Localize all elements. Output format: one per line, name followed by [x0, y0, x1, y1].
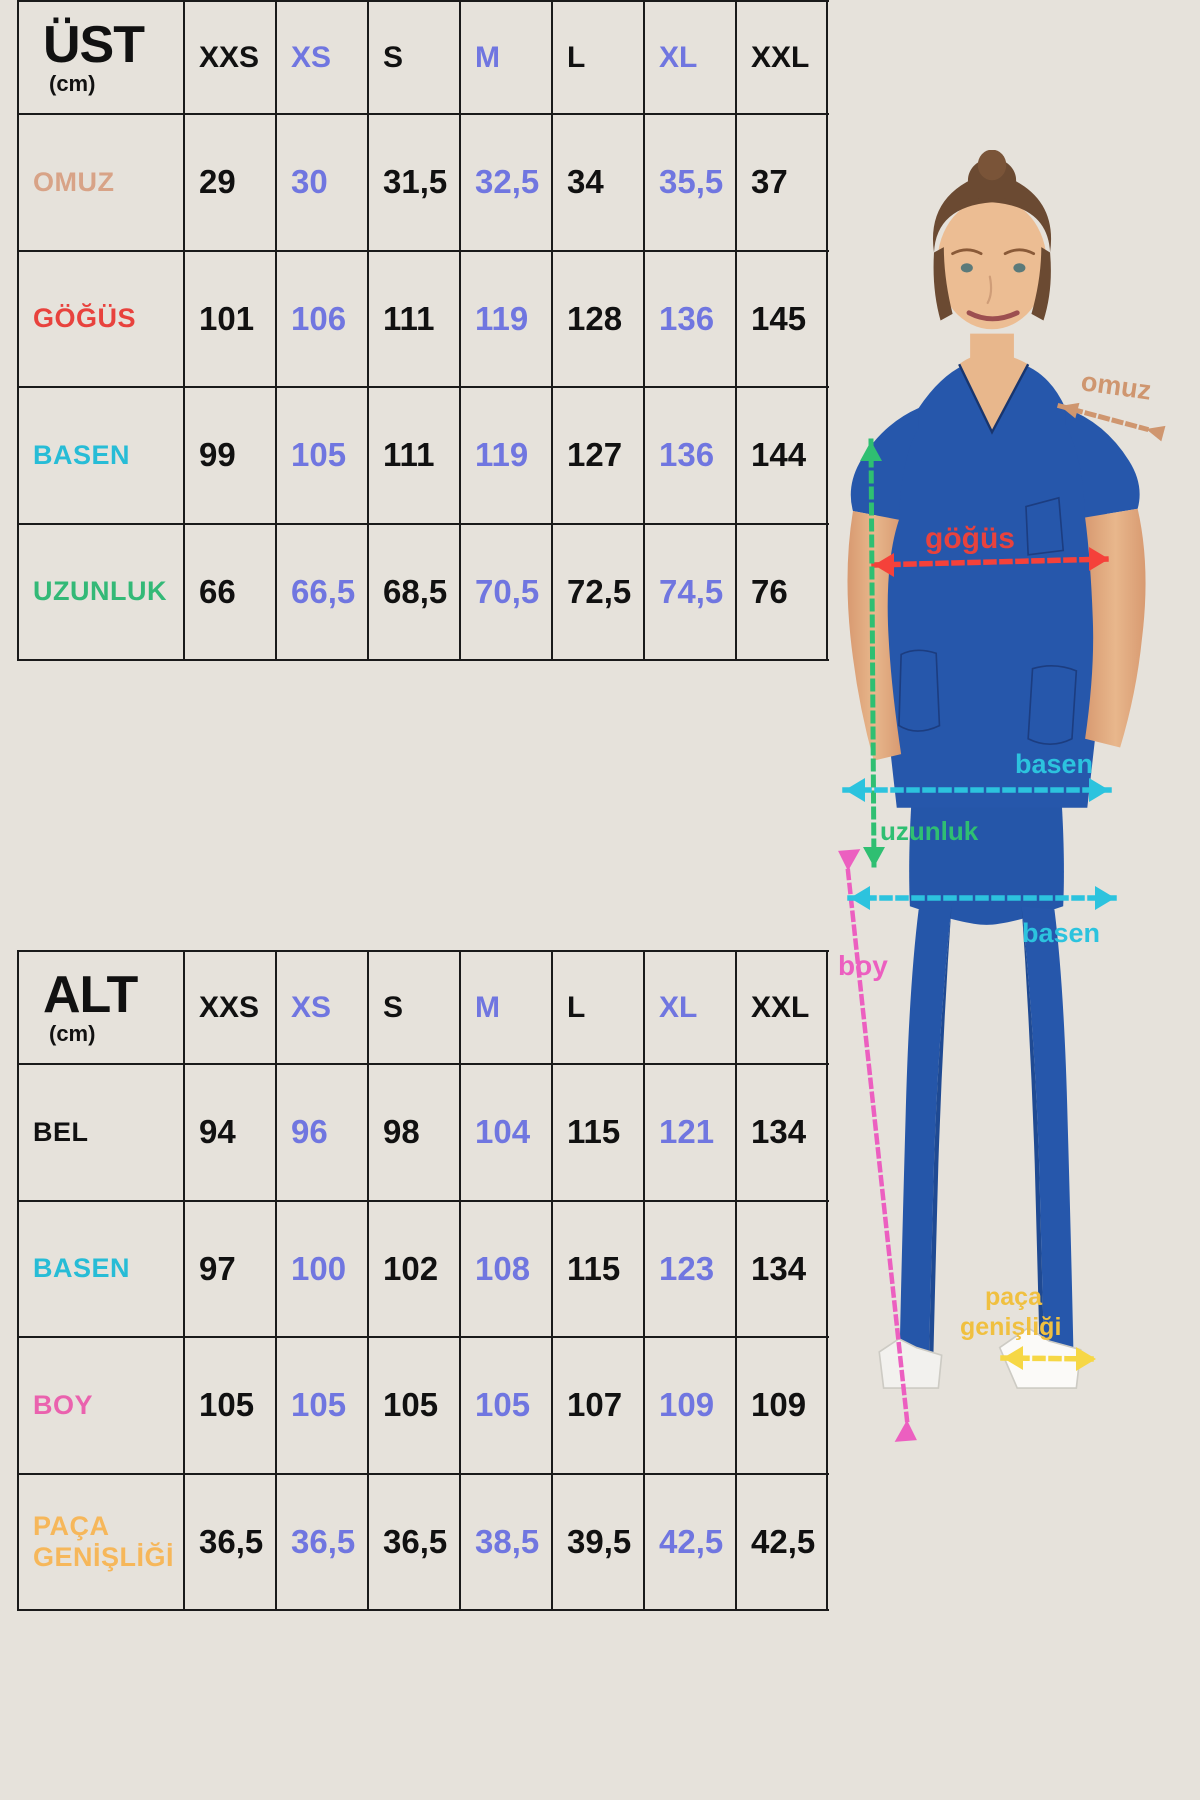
svg-text:boy: boy	[838, 950, 888, 981]
svg-text:omuz: omuz	[1079, 366, 1153, 406]
svg-text:basen: basen	[1022, 918, 1100, 948]
svg-text:genişliği: genişliği	[960, 1313, 1061, 1341]
svg-text:göğüs: göğüs	[925, 522, 1015, 555]
svg-text:basen: basen	[1015, 749, 1093, 779]
svg-text:paça: paça	[985, 1283, 1043, 1311]
svg-text:uzunluk: uzunluk	[880, 816, 979, 846]
